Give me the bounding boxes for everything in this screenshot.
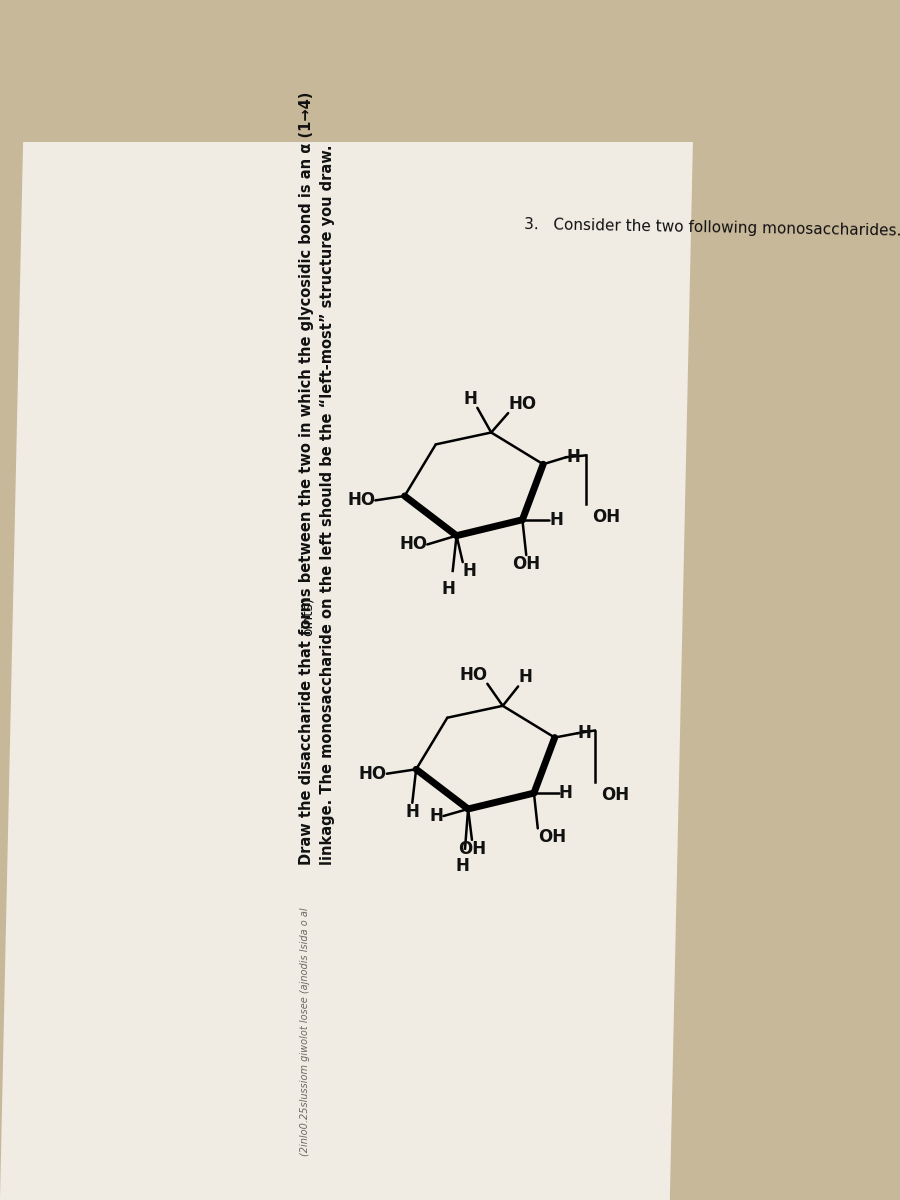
Text: OH: OH	[538, 828, 566, 846]
Text: H: H	[518, 668, 532, 686]
Text: H: H	[429, 808, 444, 826]
Text: 3.   Consider the two following monosaccharides.: 3. Consider the two following monosaccha…	[524, 217, 900, 239]
Text: H: H	[566, 448, 580, 466]
Text: Draw the disaccharide that forms between the two in which the glycosidic bond is: Draw the disaccharide that forms between…	[299, 91, 314, 865]
Text: HO: HO	[508, 395, 536, 413]
Text: HO: HO	[400, 535, 428, 553]
Text: HO: HO	[359, 764, 387, 782]
Text: OH: OH	[512, 556, 540, 574]
Text: H: H	[464, 390, 477, 408]
Text: OH: OH	[601, 786, 629, 804]
Text: H: H	[463, 562, 477, 580]
Text: HO: HO	[347, 491, 375, 509]
Text: oints): oints)	[301, 596, 314, 636]
Text: H: H	[405, 803, 419, 821]
Polygon shape	[0, 142, 693, 1200]
Text: H: H	[549, 511, 563, 529]
Text: H: H	[455, 858, 469, 876]
Text: HO: HO	[459, 666, 488, 684]
Text: OH: OH	[458, 840, 486, 858]
Text: H: H	[559, 784, 572, 802]
Text: H: H	[578, 724, 591, 742]
Text: linkage. The monosaccharide on the left should be the “left-most” structure you : linkage. The monosaccharide on the left …	[320, 144, 335, 865]
Text: OH: OH	[591, 509, 620, 527]
Text: (2inlo0.25slussiom giwolot losee (ajnodis lsida o al: (2inlo0.25slussiom giwolot losee (ajnodi…	[301, 907, 310, 1156]
Text: H: H	[442, 580, 455, 598]
